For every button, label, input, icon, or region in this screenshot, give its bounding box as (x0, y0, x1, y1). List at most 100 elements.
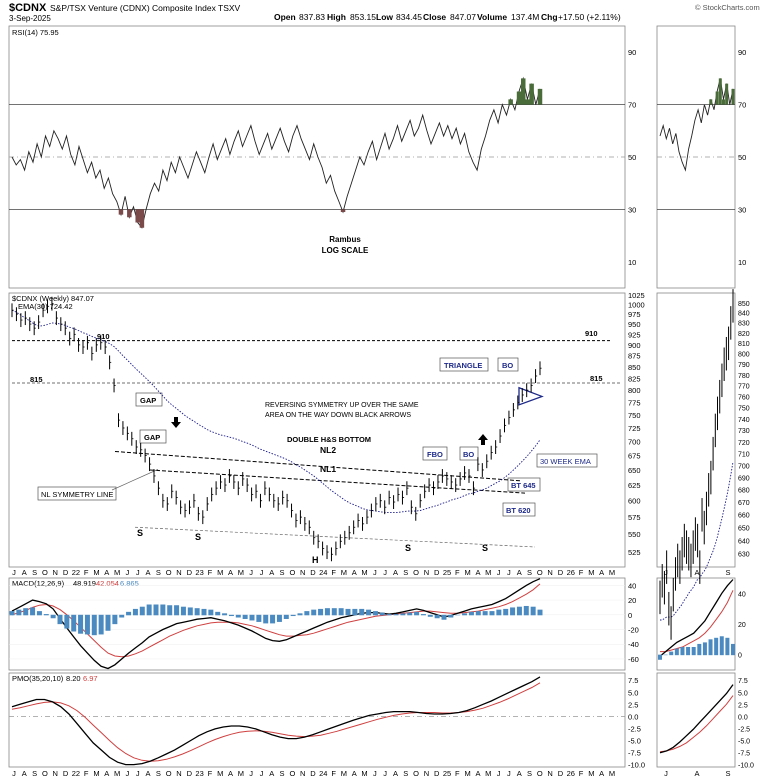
macd-histogram-bar (235, 614, 241, 618)
x-label-bottom: D (63, 769, 69, 778)
nl-symmetry-line (111, 469, 159, 491)
x-label-bottom: A (146, 769, 151, 778)
x-label-price: O (413, 568, 419, 577)
macd-histogram-bar (379, 612, 385, 616)
shoulder-2-label: S (195, 532, 201, 542)
rsi-label: RSI(14) 75.95 (12, 28, 59, 37)
fbo-label: FBO (427, 450, 443, 459)
x-label-price: 22 (72, 568, 80, 577)
x-label-bottom: O (289, 769, 295, 778)
x-label-bottom: O (537, 769, 543, 778)
pmo-zoom-panel (656, 672, 736, 768)
x-label-bottom: S (527, 769, 532, 778)
x-label-price: A (517, 568, 522, 577)
low-value: 834.45 (396, 12, 422, 22)
x-label-price: D (187, 568, 193, 577)
x-label-price: F (208, 568, 213, 577)
price-zoom-tick-830: 830 (738, 321, 750, 328)
x-label-price: A (269, 568, 274, 577)
price-zoom-tick-640: 640 (738, 538, 750, 545)
open-value: 837.83 (299, 12, 325, 22)
macd-zoom-histogram-bar (731, 643, 735, 656)
macd-zoom-panel (656, 577, 736, 671)
x-label-price: 23 (195, 568, 203, 577)
macd-zoom-histogram-bar (691, 647, 696, 656)
volume-value: 137.4M (511, 12, 539, 22)
x-label-bottom: F (84, 769, 89, 778)
x-label-price: D (434, 568, 440, 577)
ema-label: EMA(30) 724.42 (18, 302, 73, 311)
x-label-bottom: N (53, 769, 58, 778)
macd-histogram-bar (304, 611, 310, 616)
macd-histogram-bar (372, 611, 378, 616)
macd-histogram-bar (201, 608, 207, 616)
pmo-panel (8, 672, 626, 768)
bottom-trendline (134, 526, 536, 548)
macd-histogram-bar (503, 608, 509, 616)
x-label-bottom: O (42, 769, 48, 778)
pmo-line (11, 676, 541, 766)
rsi-tick-50: 50 (628, 153, 636, 162)
x-label-price: J (126, 568, 130, 577)
macd-line (11, 578, 541, 670)
x-label-price: M (361, 568, 367, 577)
macd-histogram-bar (50, 614, 56, 619)
low-label: Low (376, 12, 393, 22)
macd-hist-value: 6.865 (120, 579, 139, 588)
price-zoom-tick-690: 690 (738, 475, 750, 482)
macd-histogram-bar (78, 614, 84, 634)
macd-histogram-bar (16, 609, 22, 616)
macd-histogram-bar (455, 614, 461, 616)
x-label-price: J (260, 568, 264, 577)
pmo-zoom-tick-2.5: 2.5 (738, 702, 748, 709)
x-label-bottom: M (341, 769, 347, 778)
ema-zoom-line (660, 461, 734, 621)
x-label-bottom: 22 (72, 769, 80, 778)
x-label-bottom: J (373, 769, 377, 778)
x-label-bottom: A (517, 769, 522, 778)
high-value: 853.15 (350, 12, 376, 22)
macd-histogram-bar (64, 614, 70, 629)
x-label-price: 25 (443, 568, 451, 577)
macd-label: MACD(12,26,9) (12, 579, 65, 588)
close-value: 847.07 (450, 12, 476, 22)
x-label-bottom: N (300, 769, 305, 778)
chg-value: +17.50 (+2.11%) (558, 12, 621, 22)
level-910-right: 910 (585, 329, 598, 338)
rsi-zoom-tick-30: 30 (738, 205, 746, 214)
macd-zoom-histogram-bar (708, 639, 713, 656)
pmo-tick--10: -10.0 (628, 761, 645, 770)
description: S&P/TSX Venture (CDNX) Composite Index T… (50, 3, 241, 13)
macd-histogram-bar (84, 614, 90, 635)
x-label-price: M (217, 568, 223, 577)
macd-histogram-bar (366, 609, 372, 616)
pmo-label: PMO(35,20,10) (12, 674, 64, 683)
macd-histogram-bar (187, 607, 193, 616)
bt-645-label: BT 645 (511, 481, 536, 490)
x-label-price: A (352, 568, 357, 577)
macd-histogram-bar (105, 614, 111, 631)
price-tick-625: 625 (628, 481, 641, 490)
pmo-tick-0: 0.0 (628, 712, 638, 721)
rsi-zoom-tick-90: 90 (738, 48, 746, 57)
nl2-label: NL2 (320, 445, 336, 455)
price-tick-900: 900 (628, 341, 641, 350)
macd-histogram-bar (91, 614, 97, 636)
macd-histogram-bar (468, 611, 474, 616)
macd-tick-20: 20 (628, 596, 636, 605)
macd-histogram-bar (112, 614, 118, 625)
pmo-zoom-tick--10: -10.0 (738, 763, 754, 770)
macd-zoom-histogram-bar (714, 637, 719, 656)
rsi-zoom-tick-70: 70 (738, 101, 746, 110)
level-815-right: 815 (590, 374, 603, 383)
macd-tick-0: 0 (628, 611, 632, 620)
x-label-bottom: F (455, 769, 460, 778)
x-label-bottom: 23 (195, 769, 203, 778)
macd-histogram-bar (290, 614, 296, 617)
bo-mid-label: BO (463, 450, 474, 459)
macd-histogram-bar (386, 614, 392, 616)
macd-histogram-bar (119, 614, 125, 618)
macd-zoom-histogram-bar (697, 643, 702, 656)
price-zoom-tick-710: 710 (738, 451, 750, 458)
gap-label-1: GAP (140, 396, 156, 405)
